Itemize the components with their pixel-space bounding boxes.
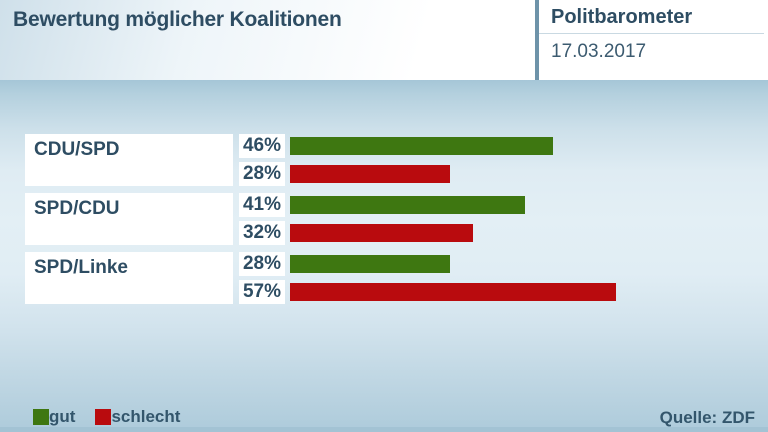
header-divider [535, 0, 539, 82]
bar-gut [290, 255, 451, 273]
category-label: SPD/CDU [25, 193, 233, 245]
chart-legend: gut schlecht [33, 408, 180, 426]
bar-rows: 28% 57% [233, 252, 616, 304]
legend-label-schlecht: schlecht [111, 407, 181, 426]
bar-schlecht [290, 283, 616, 301]
coalition-bar-chart: CDU/SPD 46% 28% SPD/CDU 41% 32% SP [25, 134, 616, 311]
bar-rows: 46% 28% [233, 134, 554, 186]
bar-schlecht [290, 224, 473, 242]
legend-label-gut: gut [49, 407, 76, 426]
chart-group-spd-cdu: SPD/CDU 41% 32% [25, 193, 616, 245]
value-label: 46% [239, 134, 285, 158]
category-label: SPD/Linke [25, 252, 233, 304]
source-credit: Quelle: ZDF [659, 408, 755, 427]
value-label: 32% [239, 221, 285, 245]
bar-row-gut: 46% [233, 134, 554, 158]
bar-gut [290, 137, 554, 155]
bar-row-schlecht: 28% [233, 162, 553, 186]
value-label: 57% [239, 280, 285, 304]
bottom-strip [0, 427, 768, 432]
page-title: Bewertung möglicher Koalitionen [13, 8, 342, 31]
bar-gut [290, 196, 525, 214]
bar-rows: 41% 32% [233, 193, 525, 245]
program-box-separator [539, 33, 764, 34]
value-label: 28% [239, 252, 285, 276]
value-label: 41% [239, 193, 285, 217]
chart-group-cdu-spd: CDU/SPD 46% 28% [25, 134, 616, 186]
bar-row-schlecht: 32% [233, 221, 525, 245]
value-label: 28% [239, 162, 285, 186]
legend-swatch-schlecht [95, 409, 112, 425]
chart-group-spd-linke: SPD/Linke 28% 57% [25, 252, 616, 304]
program-date: 17.03.2017 [551, 41, 647, 62]
legend-swatch-gut [33, 409, 49, 425]
program-name: Politbarometer [551, 6, 693, 28]
bar-row-gut: 28% [233, 252, 616, 276]
program-info-box: Politbarometer 17.03.2017 [539, 0, 764, 82]
bar-row-gut: 41% [233, 193, 525, 217]
category-label: CDU/SPD [25, 134, 233, 186]
bar-row-schlecht: 57% [233, 280, 616, 304]
bar-schlecht [290, 165, 451, 183]
